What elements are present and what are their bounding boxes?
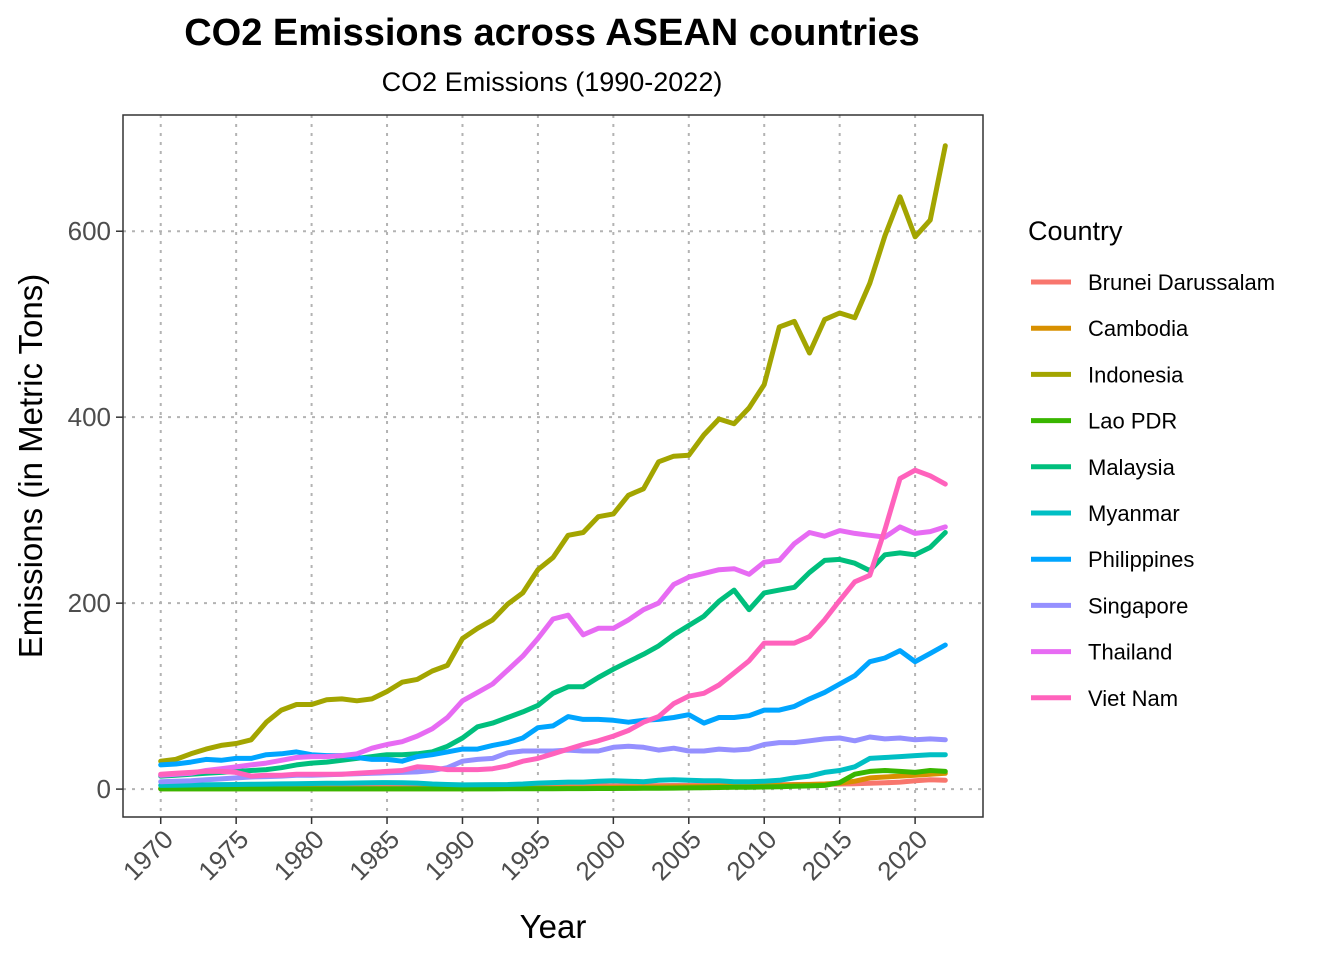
legend-item-singapore: Singapore [1031, 593, 1188, 618]
legend-label: Cambodia [1088, 316, 1189, 341]
legend-item-viet-nam: Viet Nam [1031, 686, 1178, 711]
legend-item-indonesia: Indonesia [1031, 362, 1184, 387]
x-tick-label: 1990 [419, 824, 481, 886]
legend: Brunei Darussalam Cambodia Indonesia Lao PD… [1031, 270, 1275, 711]
legend-item-philippines: Philippines [1031, 547, 1194, 572]
legend-label: Viet Nam [1088, 686, 1178, 711]
legend-label: Singapore [1088, 593, 1188, 618]
legend-label: Lao PDR [1088, 409, 1177, 434]
series-line-myanmar [158, 752, 948, 788]
chart-title: CO2 Emissions across ASEAN countries [184, 12, 920, 54]
series-line-lao-pdr [158, 768, 948, 792]
series-line-viet-nam [158, 467, 948, 779]
x-tick-label: 2010 [720, 824, 782, 886]
x-tick-label: 2000 [569, 824, 631, 886]
x-tick-label: 1975 [192, 824, 254, 886]
series-lines [158, 143, 948, 792]
legend-title: Country [1028, 216, 1123, 246]
legend-label: Indonesia [1088, 362, 1184, 387]
legend-item-thailand: Thailand [1031, 640, 1172, 665]
x-tick-label: 2015 [796, 824, 858, 886]
legend-item-myanmar: Myanmar [1031, 501, 1180, 526]
legend-item-lao-pdr: Lao PDR [1031, 409, 1177, 434]
plot-panel-border [122, 114, 984, 818]
series-line-thailand [158, 524, 948, 778]
legend-label: Thailand [1088, 640, 1172, 665]
y-tick-label: 0 [97, 774, 111, 804]
gridlines [123, 115, 983, 817]
series-line-malaysia [158, 530, 948, 779]
x-tick-label: 1970 [117, 824, 179, 886]
legend-label: Malaysia [1088, 455, 1176, 480]
series-line-indonesia [158, 143, 948, 764]
y-tick-label: 400 [68, 402, 111, 432]
legend-label: Myanmar [1088, 501, 1180, 526]
y-tick-label: 200 [68, 588, 111, 618]
legend-label: Brunei Darussalam [1088, 270, 1275, 295]
legend-item-cambodia: Cambodia [1031, 316, 1189, 341]
legend-item-brunei-darussalam: Brunei Darussalam [1031, 270, 1275, 295]
x-tick-label: 1985 [343, 824, 405, 886]
x-tick-label: 1995 [494, 824, 556, 886]
x-tick-label: 2020 [871, 824, 933, 886]
y-tick-label: 600 [68, 216, 111, 246]
y-axis-title: Emissions (in Metric Tons) [12, 274, 49, 658]
legend-label: Philippines [1088, 547, 1194, 572]
x-tick-label: 2005 [645, 824, 707, 886]
series-line-philippines [158, 642, 948, 768]
x-axis-title: Year [520, 908, 587, 945]
legend-item-malaysia: Malaysia [1031, 455, 1176, 480]
chart-subtitle: CO2 Emissions (1990-2022) [382, 67, 723, 97]
x-tick-label: 1980 [268, 824, 330, 886]
